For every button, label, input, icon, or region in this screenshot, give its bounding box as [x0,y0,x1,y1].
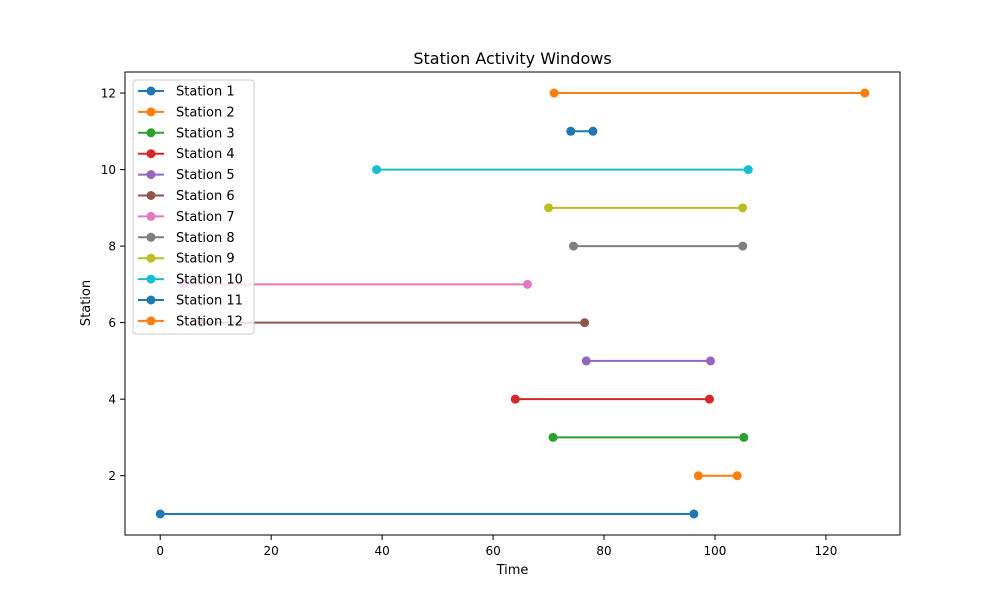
data-point [549,88,559,98]
legend-label: Station 7 [176,210,235,225]
data-point [739,432,749,442]
legend-box [132,79,255,335]
axes-layer: 0 20 40 60 80 100 120 2 4 6 8 10 12 [101,71,901,558]
legend-entry: Station 7 [138,210,235,225]
data-point [155,509,165,519]
legend-entry: Station 12 [138,314,243,329]
legend-marker [146,170,156,180]
x-tick-label: 20 [264,544,279,558]
legend-entry: Station 1 [138,85,235,100]
series-11 [566,126,598,136]
legend-label: Station 5 [176,168,235,183]
legend-marker [146,107,156,117]
series-3 [548,432,749,442]
x-tick-label: 40 [374,544,389,558]
y-tick-label: 4 [108,393,116,407]
legend-label: Station 4 [176,147,235,162]
legend-marker [146,232,156,242]
x-tick-label: 100 [704,544,727,558]
legend-marker [146,149,156,159]
legend-label: Station 9 [176,252,235,267]
legend-label: Station 6 [176,189,235,204]
legend-marker [146,211,156,221]
legend-entry: Station 11 [138,294,243,309]
legend-marker [146,86,156,96]
legend-label: Station 12 [176,314,243,329]
data-point [522,279,532,289]
y-tick-label: 12 [101,87,116,101]
legend-marker [146,253,156,263]
y-tick-label: 6 [108,316,116,330]
chart-title: Station Activity Windows [413,49,611,68]
y-axis-label: Station [79,280,94,326]
data-point [588,126,598,136]
series-5 [581,356,716,366]
series-2 [693,471,742,481]
legend-label: Station 1 [176,85,235,100]
legend-label: Station 3 [176,126,235,141]
legend-entry: Station 9 [138,252,235,267]
data-point [372,165,382,175]
legend-entry: Station 5 [138,168,235,183]
data-point [732,471,742,481]
data-point [566,126,576,136]
data-point [743,165,753,175]
data-point [704,394,714,404]
legend-marker [146,295,156,305]
legend-label: Station 11 [176,294,243,309]
legend-label: Station 10 [176,273,243,288]
legend-marker [146,191,156,200]
y-tick-label: 8 [108,240,116,254]
legend-entry: Station 3 [138,126,235,141]
series-1 [155,509,699,519]
y-tick-label: 2 [108,469,116,483]
plot-frame [124,71,901,536]
data-point [738,203,748,213]
series-12 [549,88,870,98]
x-tick-label: 60 [485,544,500,558]
data-point [689,509,699,519]
legend-entry: Station 8 [138,231,235,246]
legend-marker [146,128,156,138]
y-tick-label: 10 [101,163,116,177]
data-point [544,203,554,213]
series-8 [569,241,748,251]
x-axis-label: Time [496,563,529,578]
data-point [738,241,748,251]
legend-label: Station 8 [176,231,235,246]
x-tick-label: 0 [156,544,164,558]
data-point [510,394,520,404]
data-point [581,356,591,366]
data-point [548,432,558,442]
data-point [706,356,716,366]
legend-label: Station 2 [176,105,235,120]
legend: Station 1 Station 2 Station 3 Station 4 Stat… [132,79,255,335]
series-9 [544,203,748,213]
series-10 [372,165,753,175]
series-layer [155,88,870,519]
legend-entry: Station 6 [138,189,235,204]
data-point [860,88,870,98]
data-point [569,241,579,251]
legend-marker [146,274,156,284]
series-4 [510,394,714,404]
legend-entry: Station 10 [138,273,243,288]
data-point [580,318,590,328]
x-tick-label: 80 [596,544,611,558]
legend-entry: Station 4 [138,147,235,162]
data-point [693,471,703,481]
legend-marker [146,316,156,326]
x-tick-label: 120 [814,544,837,558]
legend-entry: Station 2 [138,105,235,120]
